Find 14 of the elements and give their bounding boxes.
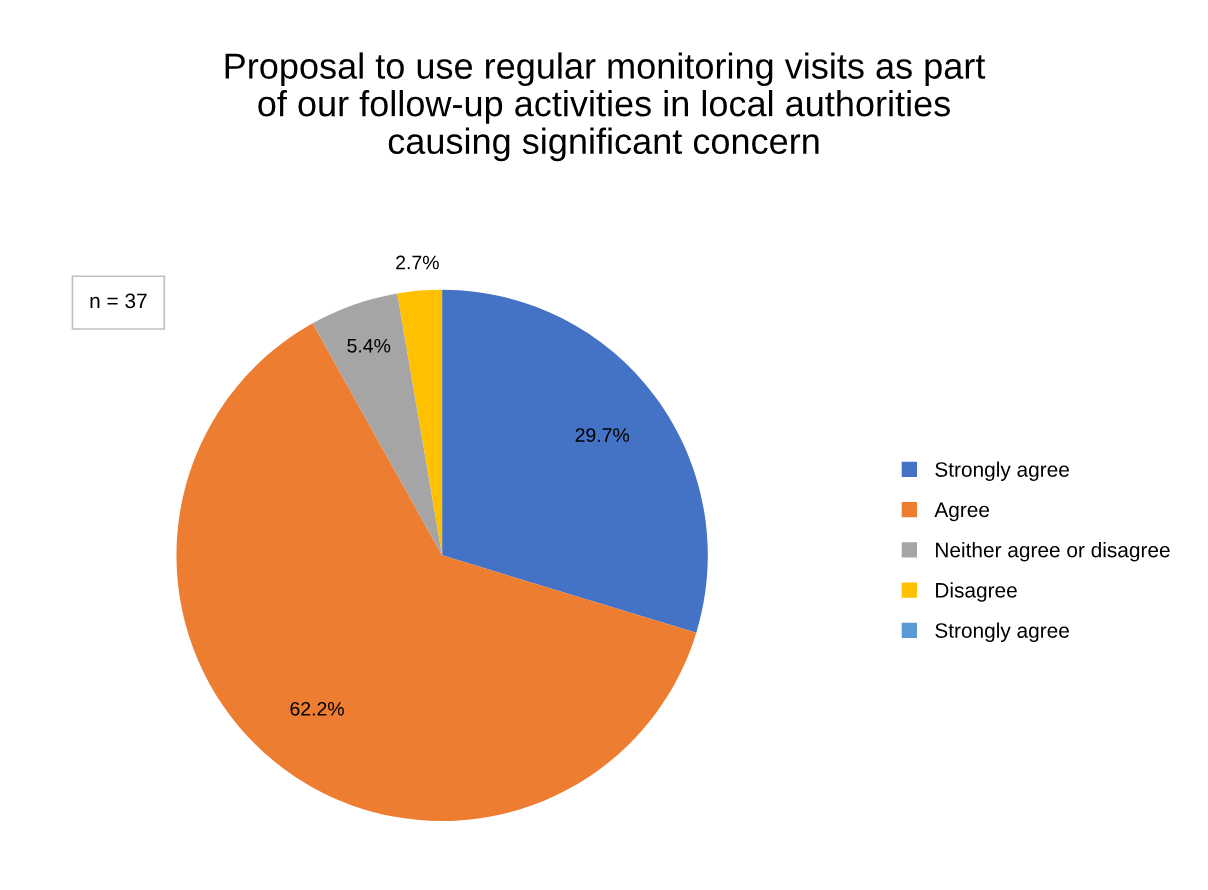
- legend-label: Neither agree or disagree: [936, 542, 1170, 562]
- pie-slice: [442, 289, 708, 633]
- data-label: 62.2%: [290, 701, 344, 716]
- pie-slice: [312, 293, 443, 556]
- legend-label: Agree: [934, 502, 990, 522]
- legend-label: Strongly agree: [935, 461, 1069, 481]
- chart-title: Proposal to use regular monitoring visits as part of our follow-up activities in local authorities causing significant concern: [225, 52, 986, 162]
- data-label: 5.4%: [347, 338, 391, 353]
- data-label: 2.7%: [396, 255, 439, 270]
- legend-label: Strongly agree: [935, 622, 1069, 643]
- text: n = 37: [90, 293, 147, 309]
- pie-slice: [176, 323, 697, 822]
- legend-label: Disagree: [936, 582, 1017, 602]
- data-label: 29.7%: [575, 428, 630, 442]
